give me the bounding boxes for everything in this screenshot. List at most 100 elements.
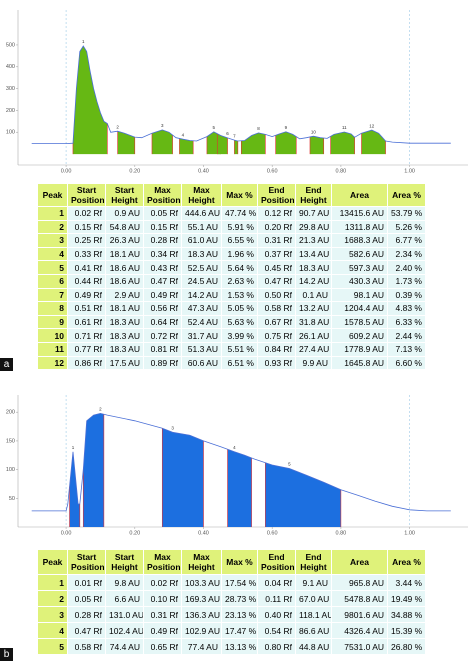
cell: 0.12 Rf <box>257 206 296 221</box>
column-header: Start Height <box>105 183 144 207</box>
cell: 29.8 AU <box>295 219 332 235</box>
cell: 53.79 % <box>387 206 426 221</box>
peak-label: 12 <box>369 123 375 128</box>
cell: 102.4 AU <box>105 622 144 639</box>
cell: 19.49 % <box>387 590 426 607</box>
peak-area <box>361 130 386 155</box>
cell: 1578.5 AU <box>331 314 388 330</box>
cell: 2.9 AU <box>105 287 144 303</box>
peak-number: 3 <box>37 233 68 248</box>
cell: 0.37 Rf <box>257 246 296 262</box>
cell: 2.63 % <box>221 273 258 289</box>
cell: 6.51 % <box>221 355 258 371</box>
cell: 0.93 Rf <box>257 355 296 371</box>
x-tick-label: 0.40 <box>198 168 209 174</box>
cell: 2.40 % <box>387 260 426 275</box>
peak-label: 2 <box>99 407 102 412</box>
cell: 54.8 AU <box>105 219 144 235</box>
column-header: Area % <box>387 183 426 207</box>
cell: 74.4 AU <box>105 638 144 655</box>
cell: 44.8 AU <box>295 638 332 655</box>
cell: 9.8 AU <box>105 574 144 591</box>
cell: 26.1 AU <box>295 328 332 343</box>
y-tick-label: 200 <box>6 108 15 114</box>
peak-area <box>69 451 80 527</box>
y-tick-label: 200 <box>6 410 15 416</box>
cell: 0.40 Rf <box>257 606 296 623</box>
cell: 0.25 Rf <box>67 233 106 248</box>
cell: 0.58 Rf <box>67 638 106 655</box>
x-tick-label: 1.00 <box>404 168 415 174</box>
cell: 17.47 % <box>221 622 258 639</box>
cell: 0.43 Rf <box>143 260 182 275</box>
cell: 6.33 % <box>387 314 426 330</box>
column-header: Area <box>331 549 388 575</box>
cell: 2.44 % <box>387 328 426 343</box>
cell: 6.60 % <box>387 355 426 371</box>
y-tick-label: 150 <box>6 438 15 444</box>
cell: 0.28 Rf <box>67 606 106 623</box>
cell: 0.49 Rf <box>67 287 106 303</box>
cell: 0.81 Rf <box>143 341 182 357</box>
cell: 0.47 Rf <box>67 622 106 639</box>
peak-table: Peak Start Position Start Height Max Positi… <box>37 549 426 655</box>
cell: 26.80 % <box>387 638 426 655</box>
cell: 0.49 Rf <box>143 287 182 303</box>
cell: 5.51 % <box>221 341 258 357</box>
cell: 0.89 Rf <box>143 355 182 371</box>
peak-label: 8 <box>257 126 260 131</box>
cell: 597.3 AU <box>331 260 388 275</box>
peak-label: 4 <box>182 132 185 137</box>
cell: 0.47 Rf <box>143 273 182 289</box>
column-header: Max % <box>221 183 258 207</box>
cell: 86.6 AU <box>295 622 332 639</box>
cell: 0.04 Rf <box>257 574 296 591</box>
cell: 90.7 AU <box>295 206 332 221</box>
cell: 18.3 AU <box>105 328 144 343</box>
cell: 609.2 AU <box>331 328 388 343</box>
peak-label: 1 <box>82 39 85 44</box>
panel-label: b <box>0 648 13 661</box>
cell: 0.31 Rf <box>143 606 182 623</box>
cell: 18.1 AU <box>105 246 144 262</box>
cell: 31.8 AU <box>295 314 332 330</box>
column-header: Max Height <box>181 549 222 575</box>
peak-number: 3 <box>37 606 68 623</box>
column-header: Peak <box>37 549 68 575</box>
x-tick-label: 0.20 <box>129 168 140 174</box>
cell: 0.39 % <box>387 287 426 303</box>
cell: 7531.0 AU <box>331 638 388 655</box>
cell: 21.3 AU <box>295 233 332 248</box>
cell: 0.56 Rf <box>143 301 182 316</box>
cell: 34.88 % <box>387 606 426 623</box>
panel-label: a <box>0 358 13 371</box>
cell: 5.26 % <box>387 219 426 235</box>
cell: 1645.8 AU <box>331 355 388 371</box>
cell: 6.6 AU <box>105 590 144 607</box>
cell: 5.64 % <box>221 260 258 275</box>
cell: 0.47 Rf <box>257 273 296 289</box>
peak-area <box>151 129 173 155</box>
cell: 14.2 AU <box>295 273 332 289</box>
cell: 60.6 AU <box>181 355 222 371</box>
cell: 1311.8 AU <box>331 219 388 235</box>
peak-label: 5 <box>288 462 291 467</box>
cell: 4.83 % <box>387 301 426 316</box>
cell: 169.3 AU <box>181 590 222 607</box>
cell: 6.77 % <box>387 233 426 248</box>
peak-table: Peak Start Position Start Height Max Positi… <box>37 183 426 371</box>
x-tick-label: 0.80 <box>336 530 347 536</box>
peak-area <box>162 428 204 527</box>
cell: 67.0 AU <box>295 590 332 607</box>
cell: 444.6 AU <box>181 206 222 221</box>
cell: 3.99 % <box>221 328 258 343</box>
cell: 1688.3 AU <box>331 233 388 248</box>
cell: 0.31 Rf <box>257 233 296 248</box>
column-header: Start Position <box>67 549 106 575</box>
y-tick-label: 100 <box>6 467 15 473</box>
column-header: Start Position <box>67 183 106 207</box>
cell: 27.4 AU <box>295 341 332 357</box>
cell: 13415.6 AU <box>331 206 388 221</box>
cell: 52.4 AU <box>181 314 222 330</box>
